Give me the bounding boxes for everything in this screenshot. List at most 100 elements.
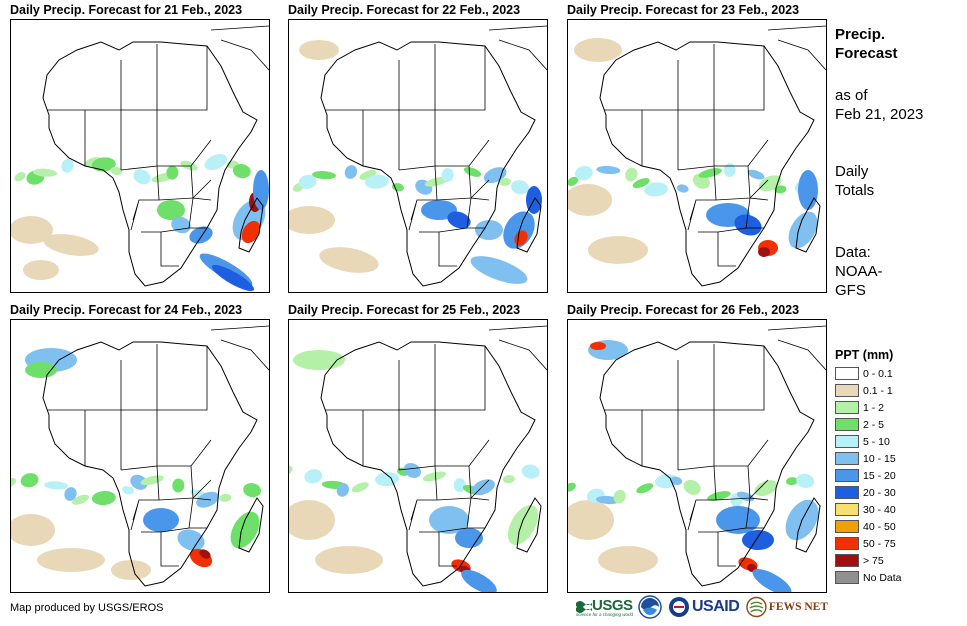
africa-map	[289, 325, 547, 592]
africa-map	[568, 325, 826, 592]
precip-blob	[232, 164, 251, 179]
neighbor-coastlines	[488, 325, 547, 371]
neighbor-coastlines	[767, 25, 826, 71]
usgs-text: USGS	[592, 597, 633, 614]
precip-blob	[304, 469, 323, 484]
panel-title: Daily Precip. Forecast for 25 Feb., 2023	[288, 303, 521, 317]
precip-blob	[670, 476, 683, 485]
legend-label: > 75	[863, 555, 884, 567]
legend-swatch	[835, 418, 859, 431]
precip-blob	[574, 38, 622, 62]
neighbor-coastlines	[210, 325, 269, 371]
legend-label: 5 - 10	[863, 436, 890, 448]
precip-blob	[43, 234, 99, 256]
precip-blob	[20, 473, 39, 488]
precip-blob	[511, 180, 529, 195]
precip-blob	[212, 264, 254, 292]
precip-map	[567, 19, 827, 293]
precip-blob	[44, 481, 69, 490]
panel-title: Daily Precip. Forecast for 24 Feb., 2023	[10, 303, 243, 317]
precip-blob	[507, 505, 539, 545]
precip-blob	[502, 475, 515, 484]
precip-blob	[747, 169, 765, 180]
precip-blob	[299, 40, 339, 60]
precip-blob	[110, 166, 123, 176]
legend-swatch	[835, 469, 859, 482]
legend-swatch	[835, 367, 859, 380]
country-borders	[604, 344, 769, 567]
precip-blob	[33, 168, 57, 177]
data-line2: NOAA-	[835, 263, 883, 280]
precip-blob	[796, 473, 815, 488]
precip-blob	[204, 154, 228, 170]
map-credit: Map produced by USGS/EROS	[10, 602, 164, 614]
africa-coastline	[42, 41, 258, 287]
precip-blob	[392, 183, 404, 192]
legend-label: 10 - 15	[863, 453, 896, 465]
precip-map	[10, 319, 270, 593]
agency-logos: USGS science for a changing world USAID …	[576, 594, 828, 620]
africa-map	[11, 25, 269, 292]
usaid-seal-icon	[669, 597, 689, 617]
fewsnet-text: FEWS NET	[768, 601, 828, 613]
data-line1: Data:	[835, 244, 871, 261]
precip-blob	[344, 165, 358, 179]
precip-blob	[351, 482, 369, 493]
precip-blob	[133, 169, 151, 185]
precip-blob	[475, 220, 503, 240]
precip-map	[10, 19, 270, 293]
neighbor-coastlines	[488, 25, 547, 71]
precip-blob	[463, 167, 482, 177]
legend-label: 15 - 20	[863, 470, 896, 482]
precip-blob	[421, 200, 457, 220]
precip-blob	[422, 471, 447, 482]
panel-title: Daily Precip. Forecast for 23 Feb., 2023	[567, 3, 800, 17]
precip-map	[288, 19, 548, 293]
madagascar-coastline	[516, 497, 542, 553]
precip-blob	[723, 163, 736, 178]
precip-blob	[91, 490, 116, 506]
precip-blob	[613, 489, 626, 504]
panel-title: Daily Precip. Forecast for 21 Feb., 2023	[10, 3, 243, 17]
precip-map	[567, 319, 827, 593]
fewsnet-globe-icon	[746, 596, 767, 618]
precip-blob	[470, 256, 528, 284]
precip-blob	[37, 548, 105, 572]
precip-blob	[403, 462, 421, 479]
africa-coastline	[599, 341, 815, 587]
country-borders	[47, 44, 212, 267]
daily-totals-note: Daily Totals	[835, 162, 874, 200]
precip-blob	[243, 483, 262, 498]
legend-swatch	[835, 537, 859, 550]
precip-blob	[716, 506, 760, 534]
precip-blob	[289, 206, 335, 234]
precip-blob	[590, 342, 606, 350]
madagascar-coastline	[238, 497, 264, 553]
precip-blob	[698, 168, 722, 178]
legend-label: 20 - 30	[863, 487, 896, 499]
precip-blob	[91, 157, 116, 172]
precip-blob	[521, 464, 540, 479]
precip-blob	[289, 465, 293, 475]
neighbor-coastlines	[767, 325, 826, 371]
precip-blob	[644, 182, 668, 197]
precip-map	[288, 319, 548, 593]
legend-label: No Data	[863, 572, 902, 584]
precip-blob	[14, 172, 26, 182]
precip-blob	[568, 482, 576, 492]
legend-swatch	[835, 384, 859, 397]
precip-blob	[455, 528, 483, 548]
legend-label: 30 - 40	[863, 504, 896, 516]
madagascar-coastline	[238, 197, 264, 253]
africa-map	[289, 25, 547, 287]
precip-blob	[676, 184, 689, 193]
totals-line2: Totals	[835, 182, 875, 199]
fewsnet-logo: FEWS NET	[746, 594, 828, 620]
precip-blob	[25, 362, 57, 378]
forecast-heading: Precip. Forecast	[835, 25, 898, 63]
africa-map	[11, 325, 269, 587]
madagascar-coastline	[795, 497, 821, 553]
panel-title: Daily Precip. Forecast for 22 Feb., 2023	[288, 3, 521, 17]
precip-blob	[625, 167, 638, 182]
africa-coastline	[599, 41, 815, 287]
